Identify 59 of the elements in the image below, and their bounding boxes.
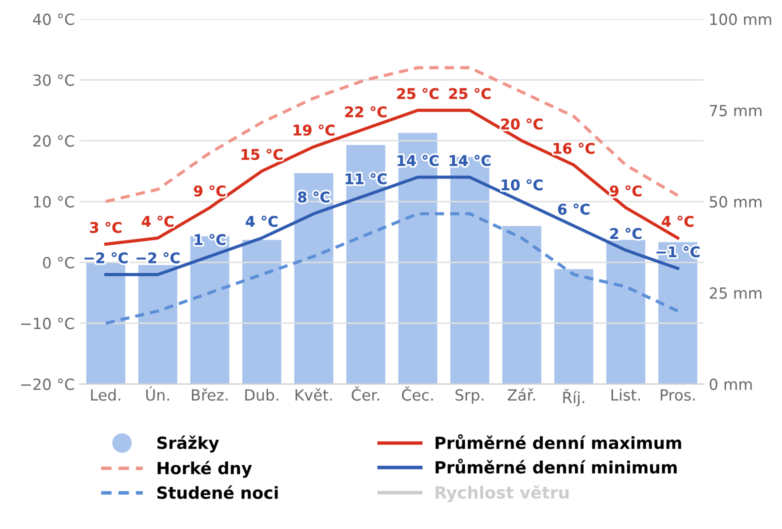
x-tick-label: Dub.: [245, 388, 278, 401]
x-tick-label: Ún.: [146, 386, 169, 401]
data-label: 25 °C: [449, 88, 491, 100]
x-tick-label: List.: [612, 388, 640, 401]
y2-tick-label: 0 mm: [710, 378, 752, 390]
data-label: 6 °C: [558, 204, 590, 215]
legend-label: Průměrné denní maximum: [436, 434, 682, 450]
bar: [346, 144, 386, 384]
legend-label: Studené noci: [157, 485, 278, 499]
legend-label: Průměrné denní minimum: [436, 458, 677, 474]
data-label: −2 °C: [136, 252, 180, 264]
data-label: 4 °C: [662, 216, 694, 227]
bar: [606, 240, 646, 384]
data-label: 19 °C: [294, 124, 335, 136]
data-label: 1 °C: [194, 234, 226, 246]
data-label: 22 °C: [345, 106, 387, 118]
bar: [294, 173, 334, 384]
y-tick-label: 30 °C: [33, 74, 74, 86]
bar: [86, 262, 126, 384]
x-tick-label: Led.: [91, 388, 120, 401]
y-tick-label: 40 °C: [33, 14, 74, 26]
data-label: 8 °C: [298, 191, 330, 203]
data-label: 15 °C: [242, 148, 283, 160]
data-label: 3 °C: [90, 222, 122, 233]
data-label: 20 °C: [501, 118, 543, 130]
bar: [138, 265, 178, 384]
x-tick-label: Květ.: [296, 388, 332, 401]
data-label: 10 °C: [502, 179, 543, 190]
y-tick-label: −20 °C: [21, 378, 74, 390]
data-label: 4 °C: [142, 216, 174, 227]
data-label: 4 °C: [246, 216, 278, 227]
x-tick-label: Zář.: [508, 388, 535, 401]
bar: [190, 236, 230, 384]
bar: [242, 240, 282, 384]
x-tick-label: Čer.: [352, 386, 380, 401]
data-label: 25 °C: [397, 88, 439, 100]
legend-label: Srážky: [157, 436, 219, 452]
y-tick-label: 20 °C: [33, 135, 74, 147]
bar: [502, 226, 542, 384]
y2-tick-label: 25 mm: [710, 287, 762, 299]
x-tick-label: Břez.: [192, 388, 228, 401]
y-tick-label: 10 °C: [34, 196, 74, 208]
data-label: 16 °C: [554, 142, 595, 154]
line-series: [104, 66, 680, 204]
y2-tick-label: 100 mm: [710, 14, 772, 26]
y2-tick-label: 50 mm: [710, 196, 762, 208]
bar: [554, 269, 594, 384]
x-tick-label: Říj.: [563, 388, 584, 406]
data-label: 9 °C: [194, 185, 226, 196]
y-tick-label: 0 °C: [43, 256, 74, 268]
x-tick-label: Čec.: [402, 386, 433, 401]
y-tick-label: −10 °C: [21, 318, 74, 330]
x-tick-label: Pros.: [660, 389, 695, 401]
legend-label: Horké dny: [158, 460, 252, 478]
data-label: −2 °C: [84, 252, 128, 264]
data-label: 2 °C: [610, 228, 642, 240]
bar: [398, 132, 438, 384]
x-tick-label: Srp.: [456, 389, 484, 404]
y2-tick-label: 75 mm: [710, 104, 762, 116]
